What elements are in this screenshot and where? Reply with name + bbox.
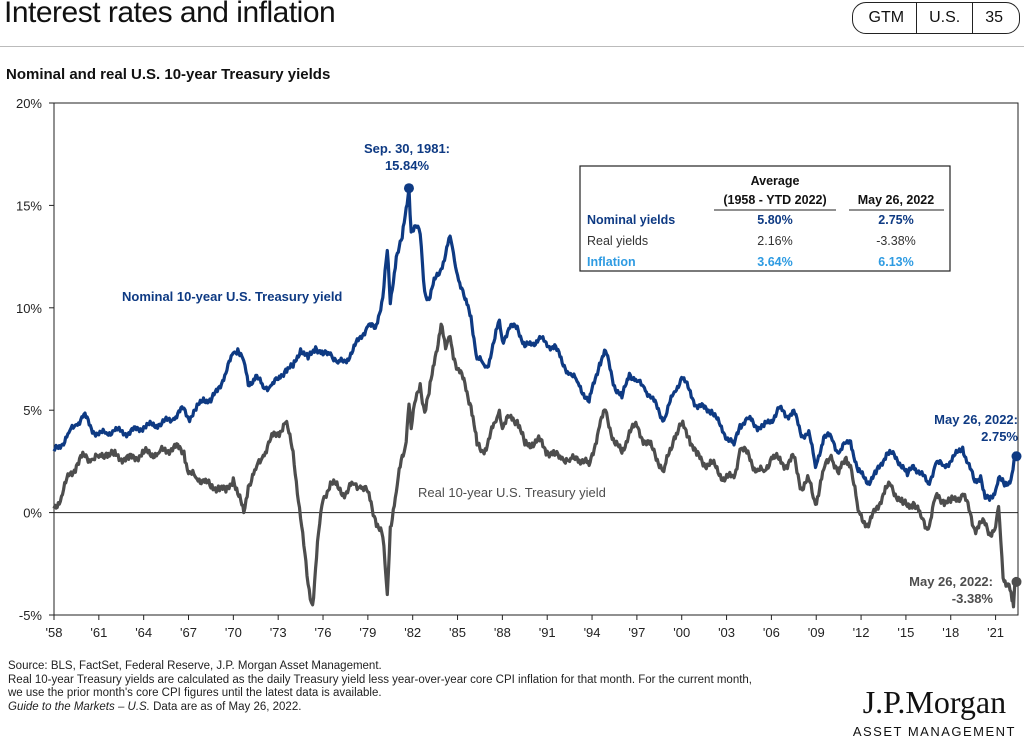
x-tick-label: '12: [853, 625, 870, 640]
x-tick-label: '82: [404, 625, 421, 640]
table-row-label: Inflation: [587, 255, 636, 269]
x-tick-label: '91: [539, 625, 556, 640]
footnotes: Source: BLS, FactSet, Federal Reserve, J…: [8, 660, 868, 714]
badge-region: U.S.: [916, 3, 972, 33]
table-row-label: Real yields: [587, 234, 648, 248]
page-title: Interest rates and inflation: [4, 0, 336, 29]
guide-title: Guide to the Markets – U.S.: [8, 700, 150, 713]
real-series-label: Real 10-year U.S. Treasury yield: [418, 485, 606, 500]
nominal-series-label: Nominal 10-year U.S. Treasury yield: [122, 289, 342, 304]
guide-date: Data are as of May 26, 2022.: [149, 700, 302, 713]
y-tick-label: 20%: [16, 96, 42, 111]
x-tick-label: '64: [135, 625, 152, 640]
x-tick-label: '79: [359, 625, 376, 640]
chart-subtitle: Nominal and real U.S. 10-year Treasury y…: [6, 66, 331, 83]
table-row-average: 3.64%: [757, 255, 792, 269]
x-tick-label: '67: [180, 625, 197, 640]
page-badges: GTM U.S. 35: [851, 2, 1020, 34]
nominal-end-marker: [1011, 451, 1022, 462]
peak-annotation-title: Sep. 30, 1981:: [364, 141, 450, 156]
x-tick-label: '73: [270, 625, 287, 640]
table-row-inflation: Inflation 3.64% 6.13%: [587, 255, 914, 269]
x-tick-label: '97: [628, 625, 645, 640]
x-tick-label: '15: [897, 625, 914, 640]
x-tick-label: '03: [718, 625, 735, 640]
table-header-period: (1958 - YTD 2022): [723, 193, 826, 207]
nominal-end-value: 2.75%: [981, 429, 1018, 444]
table-row-current: -3.38%: [876, 234, 916, 248]
nominal-yield-line: [52, 186, 1018, 502]
real-end-value: -3.38%: [952, 591, 994, 606]
real-end-title: May 26, 2022:: [909, 574, 993, 589]
x-tick-label: '09: [808, 625, 825, 640]
table-row-average: 5.80%: [757, 213, 792, 227]
table-row-current: 2.75%: [878, 213, 913, 227]
logo-name: J.P.Morgan: [862, 684, 1007, 720]
table-row-label: Nominal yields: [587, 213, 675, 227]
peak-marker: [403, 183, 414, 194]
table-header-average: Average: [751, 174, 800, 188]
y-tick-label: -5%: [19, 608, 43, 623]
x-tick-label: '76: [315, 625, 332, 640]
x-tick-label: '94: [584, 625, 601, 640]
nominal-end-title: May 26, 2022:: [934, 412, 1018, 427]
y-tick-label: 15%: [16, 198, 42, 213]
peak-annotation-value: 15.84%: [385, 158, 430, 173]
y-tick-label: 0%: [23, 506, 42, 521]
table-row-real: Real yields 2.16% -3.38%: [587, 234, 916, 248]
plot-frame: [53, 102, 1019, 616]
x-tick-label: '70: [225, 625, 242, 640]
x-tick-label: '85: [449, 625, 466, 640]
real-end-marker: [1011, 576, 1022, 587]
x-tick-label: '21: [987, 625, 1004, 640]
badge-gtm: GTM: [868, 9, 905, 26]
jpmorgan-logo: J.P.Morgan ASSET MANAGEMENT: [853, 686, 1016, 739]
real-yield-line: [52, 322, 1019, 609]
x-tick-label: '06: [763, 625, 780, 640]
footnote-guide: Guide to the Markets – U.S. Data are as …: [8, 701, 868, 715]
x-tick-label: '18: [942, 625, 959, 640]
x-tick-label: '58: [46, 625, 63, 640]
table-row-nominal: Nominal yields 5.80% 2.75%: [587, 213, 914, 227]
header-divider: [0, 46, 1024, 47]
yield-chart: 20% 15% 10% 5% 0% -5%'58 '61 '64 '67 '70 '73 '76 '79…: [16, 96, 1022, 640]
x-tick-label: '88: [494, 625, 511, 640]
y-tick-label: 10%: [16, 301, 42, 316]
table-header-date: May 26, 2022: [858, 193, 934, 207]
badge-page-number: 35: [972, 3, 1019, 33]
footnote-method-1: Real 10-year Treasury yields are calcula…: [8, 673, 752, 686]
y-tick-label: 5%: [23, 403, 42, 418]
footnote-method-2: we use the prior month's core CPI figure…: [8, 687, 382, 699]
x-tick-label: '61: [90, 625, 107, 640]
x-tick-label: '00: [673, 625, 690, 640]
table-row-average: 2.16%: [757, 234, 792, 248]
averages-table: Average (1958 - YTD 2022) May 26, 2022 N…: [579, 165, 951, 272]
footnote-source: Source: BLS, FactSet, Federal Reserve, J…: [8, 660, 382, 672]
logo-subtitle: ASSET MANAGEMENT: [852, 724, 1016, 739]
table-row-current: 6.13%: [878, 255, 913, 269]
